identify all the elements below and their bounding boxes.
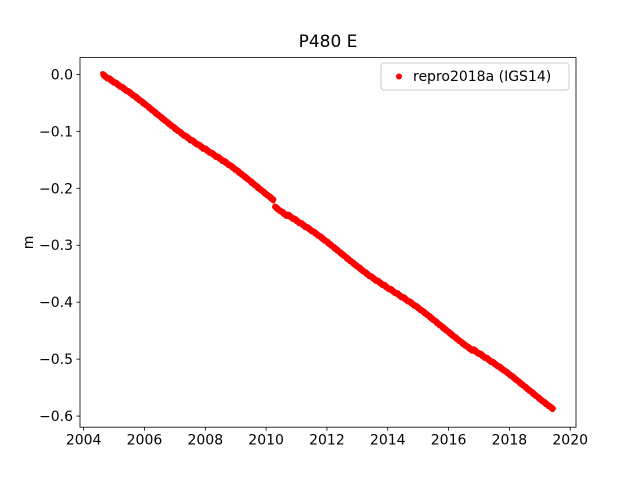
x-tick-label: 2012 [309,433,345,449]
y-axis-label: m [21,236,37,250]
x-tick-label: 2018 [492,433,528,449]
y-tick-label: 0.0 [51,67,73,83]
legend-marker-dot-icon [396,73,402,80]
scatter-series [100,71,556,413]
x-tick-label: 2004 [66,433,102,449]
y-tick-label: −0.1 [39,124,73,140]
x-tick-label: 2016 [431,433,467,449]
legend: repro2018a (IGS14) [380,62,570,91]
axis-ticks: 2004 2006 2008 2010 2012 2014 2016 2018 2020 0.0 −… [39,67,588,448]
y-tick-label: −0.2 [39,181,73,197]
chart-title: P480 E [299,32,358,52]
y-tick-label: −0.6 [39,409,73,425]
data-point [271,196,277,202]
x-tick-label: 2006 [127,433,163,449]
x-tick-label: 2008 [187,433,223,449]
data-point [551,405,556,411]
y-tick-label: −0.4 [39,295,73,311]
legend-label: repro2018a (IGS14) [413,69,551,85]
x-tick-label: 2020 [552,433,588,449]
y-tick-label: −0.5 [39,352,73,368]
x-tick-label: 2014 [370,433,406,449]
y-tick-label: −0.3 [39,238,73,254]
legend-frame [380,62,570,91]
plot-area-border [79,57,577,428]
x-tick-label: 2010 [248,433,284,449]
